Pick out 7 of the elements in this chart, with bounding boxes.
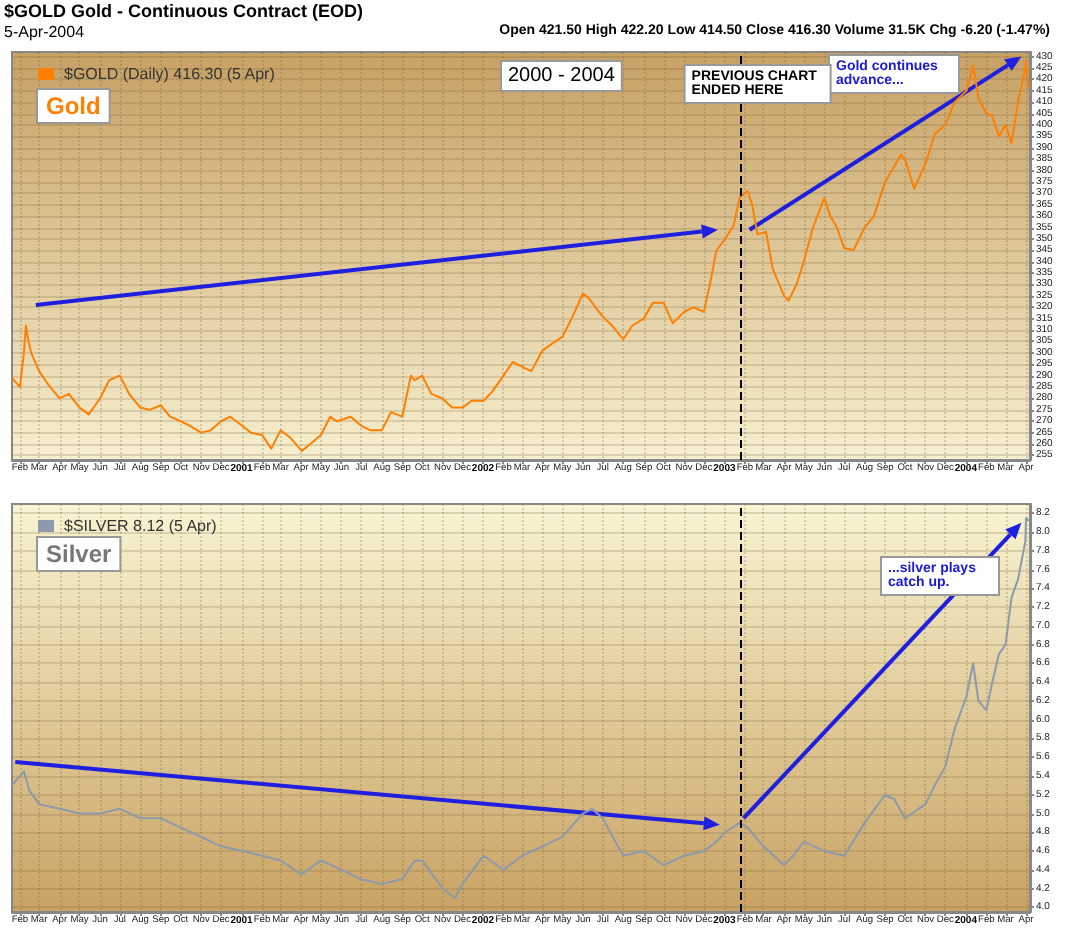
chart-subtitle: 5-Apr-2004 <box>4 23 86 41</box>
annotation: 2000 - 2004 <box>508 65 616 87</box>
legend-label: $GOLD (Daily) 416.30 (5 Apr) <box>64 65 276 83</box>
legend-label: $SILVER 8.12 (5 Apr) <box>64 517 218 535</box>
chart-title: $GOLD Gold - Continuous Contract (EOD) <box>4 1 363 21</box>
annotation: Gold <box>46 92 101 120</box>
annotation: Silver <box>46 540 113 568</box>
